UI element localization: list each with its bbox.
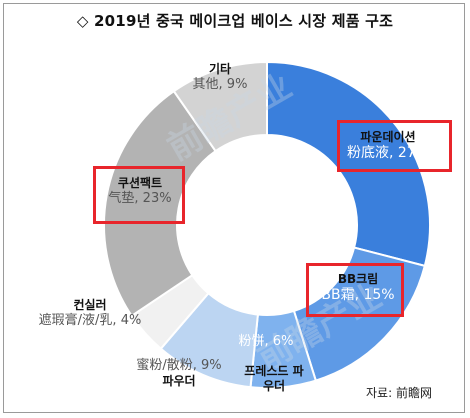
label-bb-cream: BB크림 BB霜, 15% — [308, 272, 408, 305]
source-note: 자료: 前瞻网 — [366, 386, 432, 400]
label-pressed-powder-name: 프레스드 파우더 — [244, 364, 304, 394]
chart-title: ◇ 2019년 중국 메이크업 베이스 시장 제품 구조 — [76, 12, 394, 30]
highlight-box-cushion — [93, 166, 185, 224]
label-other-ko: 기타 — [208, 62, 232, 76]
label-concealer: 컨실러 遮瑕膏/液/乳, 4% — [20, 298, 160, 329]
label-concealer-zh: 遮瑕膏/液/乳, 4% — [38, 313, 142, 328]
label-foundation-zh: 粉底液, 27% — [346, 145, 430, 161]
label-cushion: 쿠션팩트 气垫, 23% — [98, 176, 182, 207]
label-bb-cream-ko: BB크림 — [337, 272, 379, 286]
label-pressed-powder-value: 粉饼, 6% — [236, 334, 296, 350]
highlight-box-bb-cream — [306, 263, 404, 317]
label-other: 기타 其他, 9% — [180, 62, 260, 93]
label-pressed-powder-ko: 프레스드 파우더 — [244, 364, 304, 393]
label-powder-ko: 파우더 — [162, 374, 196, 389]
label-powder: 蜜粉/散粉, 9% 파우더 — [114, 358, 244, 389]
label-powder-zh: 蜜粉/散粉, 9% — [136, 358, 222, 373]
label-foundation: 파운데이션 粉底液, 27% — [328, 130, 448, 163]
donut-slice-6 — [172, 60, 268, 153]
donut-slice-0 — [266, 60, 431, 268]
label-foundation-ko: 파운데이션 — [360, 130, 416, 144]
label-other-zh: 其他, 9% — [192, 77, 248, 92]
label-pressed-powder-zh: 粉饼, 6% — [238, 334, 294, 349]
label-concealer-ko: 컨실러 — [73, 298, 107, 312]
label-cushion-zh: 气垫, 23% — [108, 191, 172, 206]
donut-slice-5 — [103, 89, 217, 318]
highlight-box-foundation — [337, 120, 452, 172]
label-bb-cream-zh: BB霜, 15% — [321, 287, 395, 303]
label-cushion-ko: 쿠션팩트 — [117, 176, 163, 190]
